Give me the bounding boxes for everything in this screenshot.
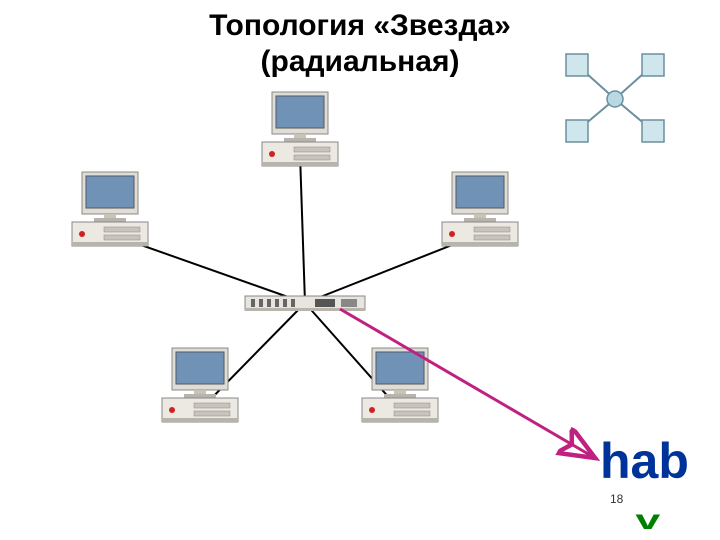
hab-label: hab xyxy=(600,432,689,490)
computer-node xyxy=(262,92,338,166)
page-number: 18 xyxy=(610,492,623,506)
title-line2: (радиальная) xyxy=(261,45,460,78)
computer-node xyxy=(162,348,238,422)
title: Топология «Звезда» (радиальная) xyxy=(0,8,720,80)
title-line1: Топология «Звезда» xyxy=(209,9,511,42)
hub-device xyxy=(245,296,365,311)
computer-node xyxy=(72,172,148,246)
computer-node xyxy=(442,172,518,246)
nav-chevron-icon[interactable]: v xyxy=(635,504,660,536)
